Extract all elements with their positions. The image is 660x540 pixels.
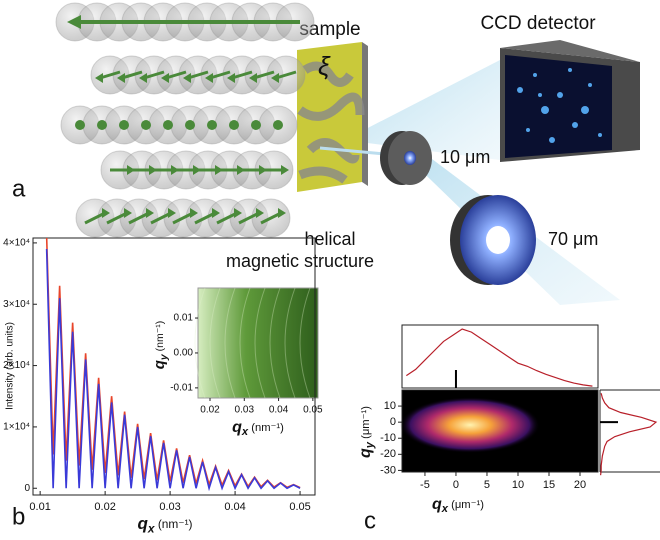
inset-image (195, 288, 318, 398)
y-tick-label: -0.01 (170, 383, 193, 394)
x-tick-label: 0.03 (235, 405, 255, 416)
axis-symbol: q (151, 360, 168, 369)
x-tick-label: 5 (484, 479, 490, 491)
panel-label: b (12, 503, 25, 530)
x-tick-label: 0.02 (94, 501, 115, 513)
panel-label: a (12, 175, 26, 202)
x-tick-label: 0.01 (29, 501, 50, 513)
x-tick-label: 0.02 (200, 405, 220, 416)
spin-arrow (251, 120, 261, 130)
structure-label: helical (304, 229, 355, 249)
x-tick-label: 20 (574, 479, 586, 491)
pinhole-small (380, 131, 432, 185)
x-tick-label: 0.05 (289, 501, 310, 513)
x-tick-label: 0.04 (224, 501, 245, 513)
x-tick-label: 0.05 (303, 405, 323, 416)
x-tick-label: 0 (453, 479, 459, 491)
axis-symbol: q (232, 419, 242, 436)
y-tick-label: 1×10⁴ (3, 422, 30, 433)
axis-unit: (nm⁻¹) (154, 321, 166, 355)
y-tick-label: 0.01 (174, 313, 194, 324)
y-tick-label: 0 (390, 416, 396, 428)
y-tick-label: -20 (380, 448, 396, 460)
y-tick-label: -30 (380, 464, 396, 476)
spin-arrow (119, 120, 129, 130)
axis-unit: (nm⁻¹) (248, 422, 284, 434)
x-tick-label: 0.03 (159, 501, 180, 513)
y-tick-label: 0 (24, 483, 30, 494)
axis-symbol: q (138, 514, 149, 533)
heatmap-image (400, 390, 598, 472)
pinhole-large-label: 70 μm (548, 229, 598, 249)
axis-unit: (μm⁻¹) (360, 406, 372, 442)
y-tick-label: 0.00 (174, 348, 194, 359)
axis-unit: (nm⁻¹) (155, 517, 193, 531)
axis-symbol: q (357, 448, 374, 458)
spin-arrow (163, 120, 173, 130)
y-axis-label: Intensity (arb. units) (5, 322, 16, 410)
spin-arrow (229, 120, 239, 130)
y-tick-label: -10 (380, 432, 396, 444)
structure-label: magnetic structure (226, 251, 374, 271)
detector-label: CCD detector (480, 13, 596, 34)
spin-arrow (97, 120, 107, 130)
y-tick-label: 4×10⁴ (3, 238, 30, 249)
x-tick-label: 10 (512, 479, 524, 491)
spin-arrow (75, 120, 85, 130)
axis-unit: (μm⁻¹) (448, 499, 484, 511)
panel-label: c (364, 507, 376, 534)
correlation-symbol: ξ (318, 51, 331, 81)
x-tick-label: -5 (420, 479, 430, 491)
pinhole-small-label: 10 μm (440, 147, 490, 167)
spin-arrow (185, 120, 195, 130)
x-tick-label: 15 (543, 479, 555, 491)
spin-arrow (273, 120, 283, 130)
ccd-detector (500, 40, 640, 162)
spin-arrow (141, 120, 151, 130)
x-tick-label: 0.04 (269, 405, 289, 416)
axis-symbol: q (432, 496, 442, 513)
y-tick-label: 10 (384, 400, 396, 412)
figure: sample CCD detector 10 μm 70 μm helical … (0, 0, 660, 540)
y-tick-label: 3×10⁴ (3, 299, 30, 310)
pinhole-large (450, 195, 536, 285)
spin-arrow (207, 120, 217, 130)
